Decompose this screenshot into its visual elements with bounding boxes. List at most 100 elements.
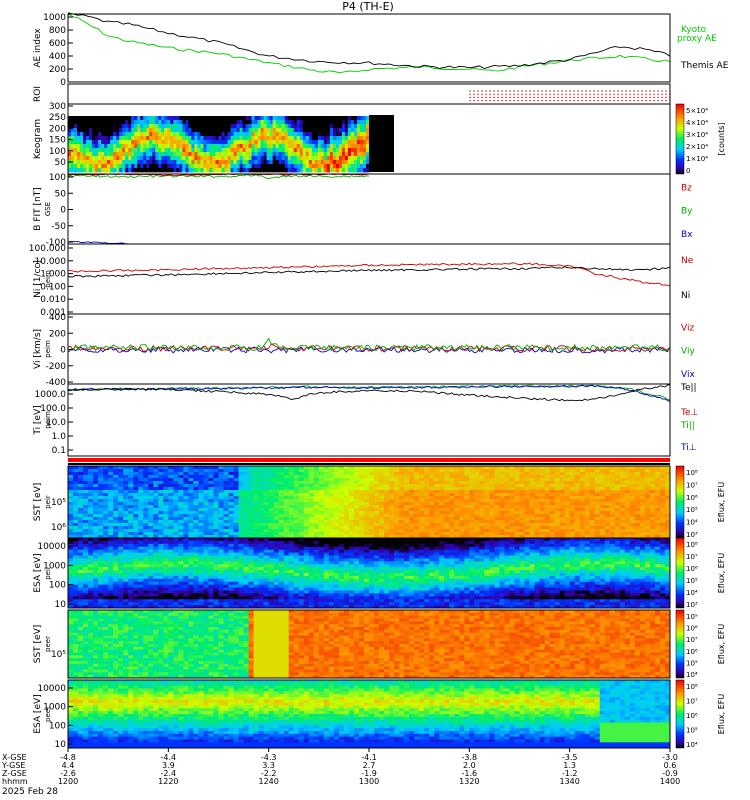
sst-ion-cell [434,499,440,503]
sst-ion-cell [584,475,591,479]
sst-ion-cell [534,478,540,482]
sst-ion-cell [369,505,375,509]
sst-ion-cell [434,490,440,494]
keogram-cell [170,116,174,121]
sst-ion-cell [404,535,410,539]
sst-ion-cell [604,487,611,491]
keogram-cell [323,152,328,157]
keogram-cell [209,124,213,129]
sst-ion-cell [118,472,124,476]
sst-ion-cell [248,523,255,527]
keogram-cell [143,116,147,121]
sst-ion-cell [664,508,671,512]
sst-ion-cell [509,535,515,539]
sst-ion-cell [644,535,651,539]
sst-ion-cell [208,529,214,533]
esa-ion-cell [153,605,159,609]
sst-ion-cell [348,496,355,500]
esa-ion-cell [188,564,194,568]
sst-ion-cell [639,532,646,536]
sst-ion-cell [529,490,535,494]
sst-ion-cell [148,505,154,509]
keogram-cell [302,140,307,145]
sst-ion-cell [243,499,249,503]
sst-ion-cell [379,535,385,539]
esa-ion-cell [163,581,169,586]
sst-ion-cell [203,517,209,521]
keogram-cell [188,156,192,161]
sst-ion-cell [379,532,385,536]
sst-ion-cell [278,517,285,521]
sst-ion-cell [323,517,330,521]
sst-ion-cell [128,499,134,503]
esa-ion-cell [73,575,79,580]
sst-ion-cell [464,508,470,512]
esa-ion-cell [163,543,169,548]
sst-ion-cell [233,490,239,494]
keogram-cell [287,156,292,161]
keogram-cell [302,144,307,149]
sst-ion-cell [624,520,631,524]
sst-ion-cell [288,502,295,506]
sst-ion-cell [639,490,646,494]
sst-ion-cell [374,523,380,527]
sst-ion-cell [168,487,174,491]
sst-ion-cell [138,508,144,512]
keogram-cell [230,164,234,169]
sst-ion-cell [348,481,355,485]
sst-ion-cell [268,532,275,536]
keogram-cell [320,132,325,137]
sst-ion-cell [73,493,79,497]
sst-ion-cell [348,514,355,518]
keogram-cell [158,164,162,169]
esa-ion-cell [143,549,149,553]
sst-ion-cell [333,481,340,485]
sst-ion-cell [654,487,661,491]
sst-ion-cell [238,469,244,473]
keogram-cell [137,144,141,149]
sst-ion-cell [444,493,450,497]
sst-ion-cell [353,526,360,530]
sst-ion-cell [609,475,616,479]
sst-ion-cell [253,475,260,479]
sst-ion-cell [298,505,305,509]
sst-ion-cell [469,532,475,536]
sst-ion-cell [173,481,179,485]
sst-ion-cell [278,478,285,482]
sst-ion-cell [143,481,149,485]
sst-ion-cell [333,535,340,539]
sst-ion-cell [544,526,550,530]
sst-ion-cell [474,523,480,527]
sst-ion-cell [414,505,420,509]
sst-ion-cell [298,529,305,533]
sst-ion-cell [424,508,430,512]
sst-ion-cell [78,523,84,527]
esa-ion-cell [128,540,134,545]
sst-ion-cell [529,520,535,524]
sst-ion-cell [353,478,360,482]
sst-ion-cell [298,490,305,494]
sst-ion-cell [459,535,465,539]
esa-ion-cell [88,578,94,583]
sst-ion-cell [649,523,656,527]
keogram-cell [227,120,231,125]
esa-ion-cell [168,549,174,553]
sst-ion-cell [624,475,631,479]
keogram-cell [221,128,225,133]
esa-ion-cell [103,596,109,600]
keogram-cell [275,132,280,137]
esa-ion-cell [123,599,129,603]
sst-ion-cell [223,535,229,539]
esa-ion-cell [168,584,174,588]
sst-ion-cell [323,466,330,470]
sst-ion-cell [293,472,300,476]
sst-ion-cell [439,502,445,506]
keogram-cell [80,116,84,121]
keogram-cell [116,152,120,157]
sst-ion-cell [494,487,500,491]
keogram-cell [239,116,243,121]
sst-ion-cell [599,472,606,476]
keogram-cell [353,128,358,133]
keogram-cell [299,128,304,133]
sst-ion-cell [559,487,566,491]
